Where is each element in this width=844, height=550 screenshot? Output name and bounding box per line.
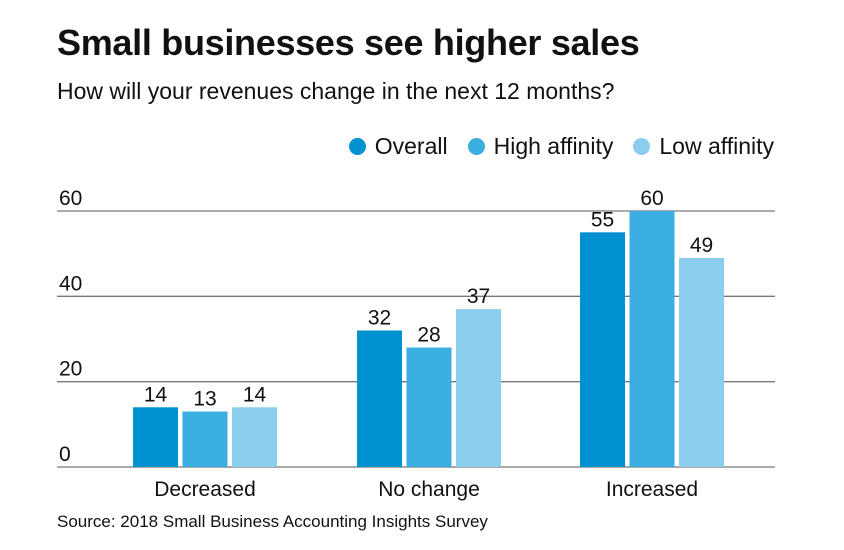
data-label: 55 [591,208,614,231]
y-tick-label: 40 [59,272,82,295]
x-tick-label: Decreased [154,478,256,501]
data-label: 14 [243,383,267,406]
x-tick-label: No change [378,478,480,501]
legend-item-high-affinity: High affinity [467,133,614,160]
legend-label: Low affinity [659,133,774,159]
bar [357,330,402,467]
data-label: 37 [467,285,490,308]
bar [232,407,277,467]
y-tick-label: 60 [59,187,82,210]
bar [182,411,228,467]
legend-swatch [633,138,651,155]
bar [406,347,452,467]
source-note: Source: 2018 Small Business Accounting I… [57,512,488,531]
data-label: 60 [640,187,663,210]
legend: Overall High affinity Low affinity [348,133,774,160]
data-label: 32 [368,306,391,329]
bar [580,232,625,467]
legend-label: Overall [374,133,448,159]
data-label: 13 [193,388,216,411]
data-label: 49 [690,234,713,257]
bar [679,257,724,467]
y-tick-label: 20 [59,358,82,381]
legend-swatch [467,138,485,155]
x-tick-label: Increased [606,478,698,501]
bar [133,407,178,467]
chart-title: Small businesses see higher sales [57,22,640,63]
y-tick-label: 0 [59,443,71,466]
chart-subtitle: How will your revenues change in the nex… [57,78,615,104]
legend-label: High affinity [493,133,614,159]
legend-swatch [348,138,366,155]
data-label: 14 [144,383,168,406]
bar [456,309,501,467]
legend-item-overall: Overall [348,133,448,160]
bar [629,211,675,467]
data-label: 28 [417,324,440,347]
legend-item-low-affinity: Low affinity [633,133,774,160]
